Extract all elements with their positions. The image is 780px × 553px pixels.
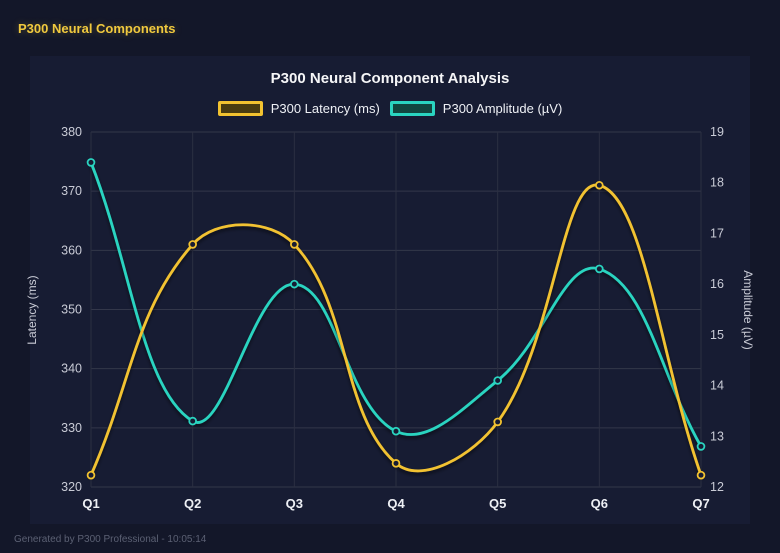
svg-text:Q6: Q6 (591, 496, 608, 511)
svg-text:330: 330 (61, 421, 82, 435)
svg-text:Q3: Q3 (286, 496, 303, 511)
svg-text:Q4: Q4 (387, 496, 405, 511)
svg-text:14: 14 (710, 379, 724, 393)
svg-text:12: 12 (710, 480, 724, 494)
svg-text:15: 15 (710, 328, 724, 342)
svg-text:13: 13 (710, 429, 724, 443)
svg-text:Q2: Q2 (184, 496, 201, 511)
svg-text:Q5: Q5 (489, 496, 506, 511)
svg-text:380: 380 (61, 125, 82, 139)
svg-text:340: 340 (61, 362, 82, 376)
svg-text:320: 320 (61, 480, 82, 494)
svg-text:360: 360 (61, 243, 82, 257)
svg-text:350: 350 (61, 303, 82, 317)
svg-text:370: 370 (61, 184, 82, 198)
svg-text:Q7: Q7 (692, 496, 709, 511)
svg-text:Q1: Q1 (82, 496, 99, 511)
svg-text:18: 18 (710, 176, 724, 190)
svg-text:16: 16 (710, 277, 724, 291)
svg-text:17: 17 (710, 226, 724, 240)
svg-text:19: 19 (710, 125, 724, 139)
